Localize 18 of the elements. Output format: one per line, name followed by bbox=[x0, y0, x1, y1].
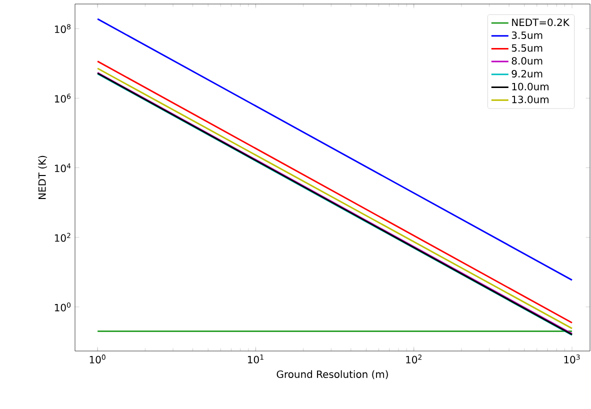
y-axis-title: NEDT (K) bbox=[38, 156, 48, 200]
legend-label: 9.2um bbox=[512, 70, 542, 78]
x-tick-label: 10$^{2}$ bbox=[406, 354, 422, 364]
y-tick-label: 10$^{4}$ bbox=[54, 163, 71, 172]
legend-label: 3.5um bbox=[512, 31, 542, 39]
y-tick-label: 10$^{0}$ bbox=[54, 302, 71, 312]
legend-label: 8.0um bbox=[512, 57, 542, 65]
legend-label: 13.0um bbox=[512, 96, 548, 104]
x-tick-label: 10$^{1}$ bbox=[248, 354, 264, 364]
x-axis-title: Ground Resolution (m) bbox=[276, 370, 388, 380]
legend-label: 10.0um bbox=[512, 82, 548, 90]
legend-label: NEDT=0.2K bbox=[512, 18, 570, 26]
x-tick-label: 10$^{3}$ bbox=[564, 354, 580, 364]
x-tick-label: 10$^{0}$ bbox=[90, 354, 106, 364]
legend-label: 5.5um bbox=[512, 44, 542, 52]
y-tick-label: 10$^{8}$ bbox=[54, 24, 70, 34]
y-tick-label: 10$^{2}$ bbox=[54, 232, 70, 242]
y-tick-label: 10$^{6}$ bbox=[54, 94, 71, 103]
